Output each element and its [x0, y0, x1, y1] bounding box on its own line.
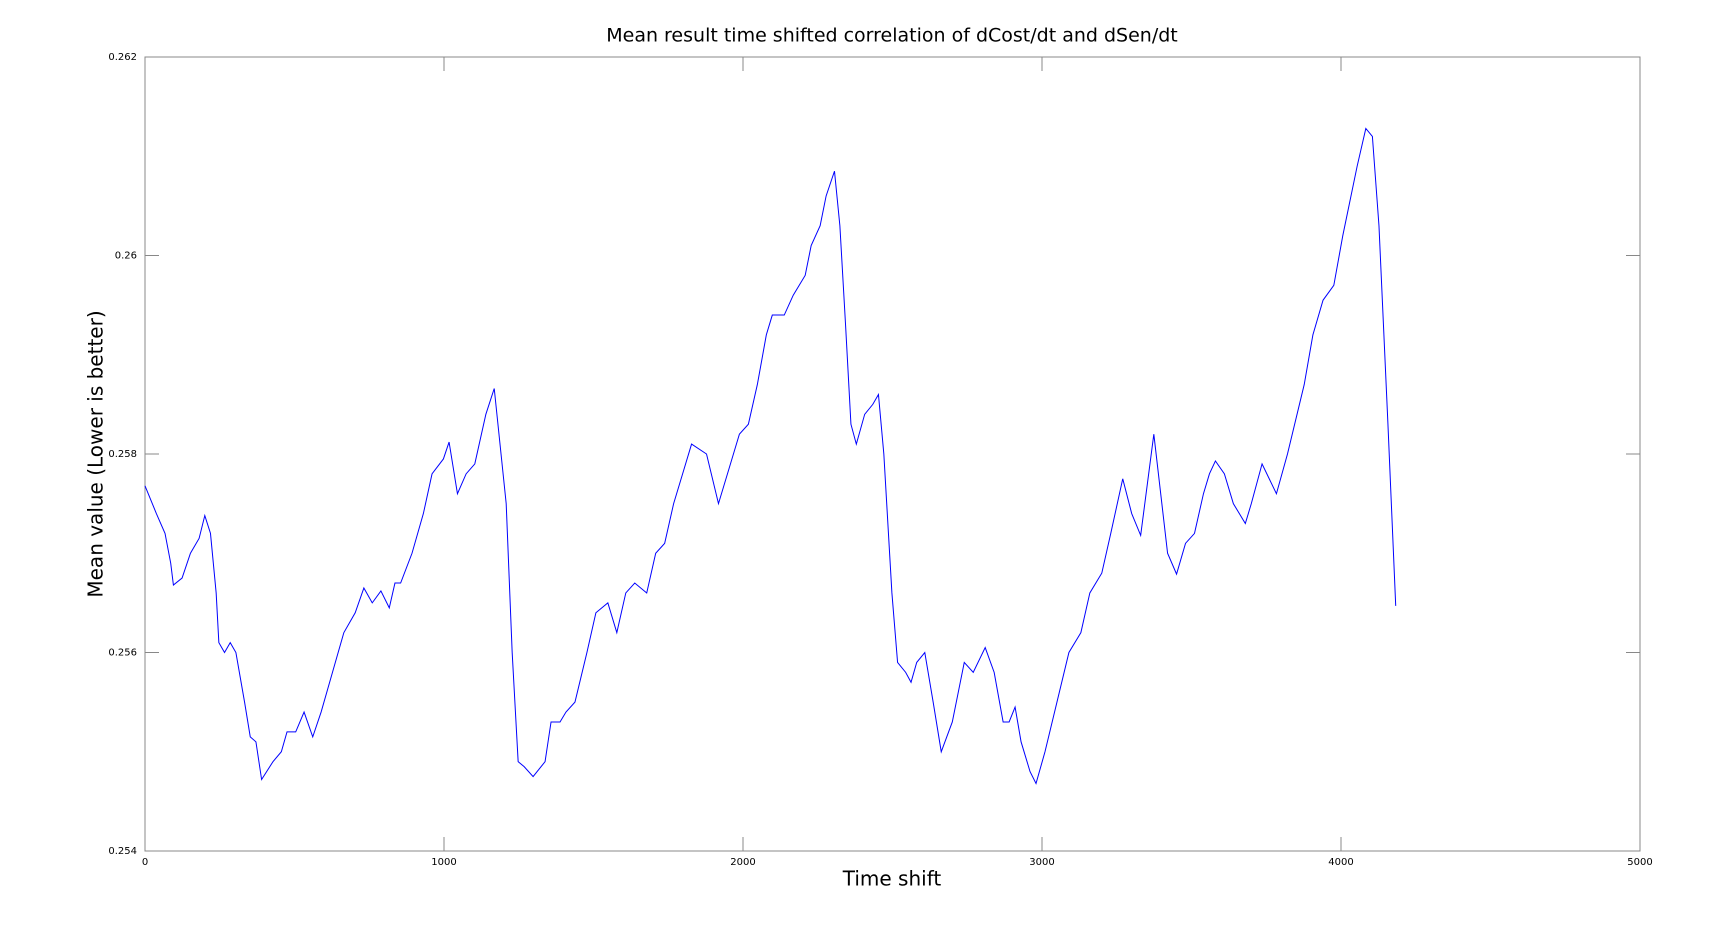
y-tick-label: 0.26: [115, 251, 137, 262]
plot-frame: [144, 56, 1641, 852]
x-tick-label: 0: [142, 857, 148, 868]
y-tick-label: 0.258: [108, 449, 137, 460]
x-tick-label: 2000: [730, 857, 755, 868]
x-tick-label: 1000: [431, 857, 456, 868]
y-tick-label: 0.256: [108, 648, 137, 659]
data-line: [144, 127, 1397, 785]
x-tick-label: 5000: [1627, 857, 1652, 868]
x-tick-label: 3000: [1029, 857, 1054, 868]
y-tick-label: 0.254: [108, 846, 137, 857]
x-tick-label: 4000: [1328, 857, 1353, 868]
y-axis-label: Mean value (Lower is better): [84, 310, 108, 597]
y-tick-label: 0.262: [108, 52, 137, 63]
x-axis-label: Time shift: [842, 867, 942, 891]
chart-title: Mean result time shifted correlation of …: [606, 25, 1178, 47]
